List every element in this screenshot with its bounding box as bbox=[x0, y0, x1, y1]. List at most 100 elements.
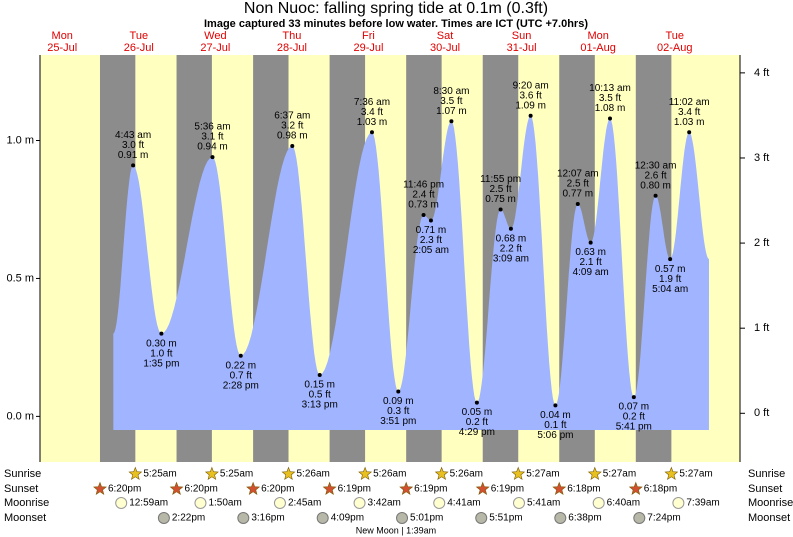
y-tick-label: 1.0 m bbox=[6, 134, 34, 146]
tide-label: 11:55 pm bbox=[480, 174, 521, 185]
tide-label: 0.22 m bbox=[225, 360, 256, 371]
sunset-icon bbox=[322, 481, 337, 495]
row-label: Moonset bbox=[4, 512, 46, 524]
tide-point bbox=[159, 331, 164, 336]
tide-point bbox=[474, 400, 479, 405]
sunrise-icon bbox=[511, 466, 526, 480]
tide-area bbox=[113, 115, 710, 430]
y2-tick-label: 1 ft bbox=[754, 322, 769, 334]
moonrise-icon bbox=[592, 497, 605, 509]
moonset-time: 3:16pm bbox=[251, 513, 284, 524]
moonrise-icon bbox=[115, 497, 128, 509]
tide-point bbox=[498, 207, 503, 212]
tide-label: 0.77 m bbox=[563, 189, 594, 200]
tide-label: 5:04 am bbox=[652, 284, 688, 295]
date-label: 28-Jul bbox=[277, 42, 307, 54]
tide-label: 0.1 ft bbox=[544, 420, 566, 431]
tide-point bbox=[449, 119, 454, 124]
date-label: 29-Jul bbox=[353, 42, 383, 54]
moonrise-icon bbox=[672, 497, 685, 509]
chart-title: Non Nuoc: falling spring tide at 0.1m (0… bbox=[244, 0, 548, 17]
tide-label: 2.3 ft bbox=[420, 235, 442, 246]
tide-point bbox=[553, 403, 558, 408]
tide-label: 4:43 am bbox=[115, 130, 151, 141]
tide-label: 0.07 m bbox=[619, 402, 650, 413]
tide-point bbox=[428, 218, 433, 223]
date-label: 30-Jul bbox=[430, 42, 460, 54]
sunrise-icon bbox=[434, 466, 449, 480]
tide-label: 2.5 ft bbox=[489, 184, 511, 195]
tide-point bbox=[508, 226, 513, 231]
moonrise-time: 7:39am bbox=[686, 498, 719, 509]
tide-label: 0.75 m bbox=[485, 194, 516, 205]
day-label: Tue bbox=[130, 30, 149, 42]
y2-tick-label: 3 ft bbox=[754, 152, 769, 164]
tide-label: 0.80 m bbox=[640, 180, 671, 191]
sunset-icon bbox=[628, 481, 643, 495]
moonset-time: 4:09pm bbox=[331, 513, 364, 524]
tide-label: 0.91 m bbox=[118, 150, 149, 161]
tide-label: 2.5 ft bbox=[567, 179, 589, 190]
moonset-icon bbox=[633, 512, 646, 524]
tide-point bbox=[528, 113, 533, 118]
sunrise-icon bbox=[587, 466, 602, 480]
tide-point bbox=[668, 257, 673, 262]
tide-point bbox=[238, 353, 243, 358]
moonset-time: 6:38pm bbox=[568, 513, 601, 524]
moonrise-time: 4:41am bbox=[447, 498, 480, 509]
tide-label: 4:09 am bbox=[573, 267, 609, 278]
sunset-time: 6:19pm bbox=[414, 484, 447, 495]
day-label: Wed bbox=[204, 30, 226, 42]
background bbox=[40, 55, 740, 462]
moonrise-time: 2:45am bbox=[288, 498, 321, 509]
sunrise-time: 5:25am bbox=[143, 469, 176, 480]
moonset-icon bbox=[396, 512, 409, 524]
tide-point bbox=[290, 144, 295, 149]
tide-label: 0.57 m bbox=[655, 264, 686, 275]
tide-point bbox=[396, 389, 401, 394]
tide-label: 1.03 m bbox=[674, 117, 705, 128]
sunrise-time: 5:27am bbox=[603, 469, 636, 480]
sunset-time: 6:18pm bbox=[644, 484, 677, 495]
sunset-time: 6:20pm bbox=[108, 484, 141, 495]
moonrise-icon bbox=[512, 497, 525, 509]
tide-label: 2.1 ft bbox=[580, 257, 602, 268]
tide-point bbox=[653, 193, 658, 198]
moonset-time: 7:24pm bbox=[647, 513, 680, 524]
y-tick-label: 0.5 m bbox=[6, 272, 34, 284]
moonrise-icon bbox=[194, 497, 207, 509]
date-label: 01-Aug bbox=[580, 42, 615, 54]
moonrise-time: 1:50am bbox=[208, 498, 241, 509]
row-label: Sunset bbox=[4, 483, 38, 495]
tide-label: 3.2 ft bbox=[281, 121, 303, 132]
tide-label: 3.4 ft bbox=[678, 107, 700, 118]
tide-label: 12:07 am bbox=[557, 169, 599, 180]
day-label: Sat bbox=[437, 30, 454, 42]
tide-label: 1:35 pm bbox=[143, 358, 179, 369]
moonrise-time: 3:42am bbox=[368, 498, 401, 509]
tide-label: 3.4 ft bbox=[361, 107, 383, 118]
tide-label: 11:46 pm bbox=[403, 180, 444, 191]
row-label: Sunset bbox=[748, 483, 782, 495]
tide-label: 3:13 pm bbox=[302, 400, 338, 411]
tide-label: 2.4 ft bbox=[412, 190, 434, 201]
tide-label: 7:36 am bbox=[354, 97, 390, 108]
day-label: Fri bbox=[362, 30, 375, 42]
moonset-time: 5:51pm bbox=[489, 513, 522, 524]
day-label: Mon bbox=[52, 30, 73, 42]
sunrise-time: 5:27am bbox=[679, 469, 712, 480]
y2-tick-label: 0 ft bbox=[754, 407, 769, 419]
tide-point bbox=[575, 201, 580, 206]
sunrise-time: 5:25am bbox=[220, 469, 253, 480]
sunrise-time: 5:27am bbox=[526, 469, 559, 480]
tide-label: 12:30 am bbox=[635, 160, 677, 171]
row-label: Sunrise bbox=[748, 468, 785, 480]
tide-point bbox=[317, 373, 322, 377]
tide-label: 1.07 m bbox=[436, 106, 467, 117]
tide-label: 0.63 m bbox=[575, 247, 606, 258]
moon-phase: New Moon | 1:39am bbox=[356, 525, 436, 535]
y2-tick-label: 2 ft bbox=[754, 237, 769, 249]
tide-point bbox=[608, 116, 613, 121]
